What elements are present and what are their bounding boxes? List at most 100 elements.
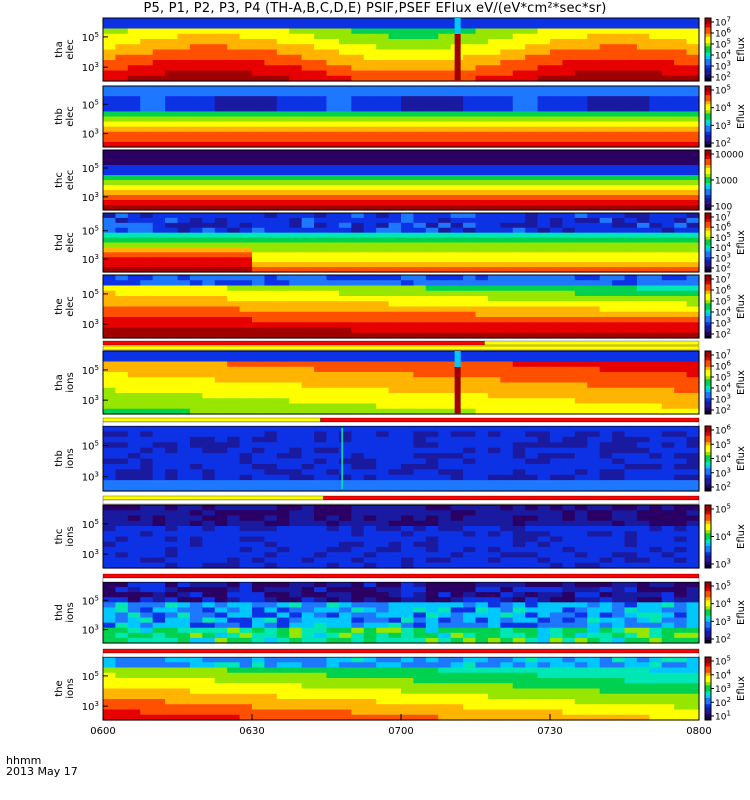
heatmap-cell xyxy=(140,247,154,253)
heatmap-cell xyxy=(103,155,117,161)
heatmap-cell xyxy=(351,536,365,543)
colorbar-cell xyxy=(705,404,711,409)
heatmap-cell xyxy=(388,526,402,532)
heatmap-cell xyxy=(686,65,700,72)
heatmap-cell xyxy=(686,101,700,107)
heatmap-cell xyxy=(599,505,613,511)
heatmap-cell xyxy=(152,275,166,281)
heatmap-cell xyxy=(227,44,241,51)
heatmap-cell xyxy=(649,23,663,30)
heatmap-cell xyxy=(376,227,390,234)
heatmap-cell xyxy=(140,426,154,433)
colorbar-cell xyxy=(705,319,711,323)
heatmap-cell xyxy=(239,280,253,287)
heatmap-cell xyxy=(127,510,141,517)
heatmap-cell xyxy=(587,195,601,201)
heatmap-cell xyxy=(289,361,303,368)
heatmap-cell xyxy=(475,185,489,191)
heatmap-cell xyxy=(463,285,477,292)
heatmap-cell xyxy=(363,217,377,224)
heatmap-cell xyxy=(252,327,266,334)
heatmap-cell xyxy=(425,387,439,394)
heatmap-cell xyxy=(239,116,253,123)
heatmap-cell xyxy=(562,101,576,107)
heatmap-cell xyxy=(686,290,700,297)
heatmap-cell xyxy=(599,361,613,368)
heatmap-cell xyxy=(401,165,415,171)
colorbar-cell xyxy=(705,520,711,525)
heatmap-cell xyxy=(574,227,588,234)
heatmap-cell xyxy=(438,136,452,143)
heatmap-cell xyxy=(177,54,191,61)
heatmap-cell xyxy=(326,106,340,113)
heatmap-cell xyxy=(140,185,154,191)
heatmap-cell xyxy=(314,155,328,161)
heatmap-cell xyxy=(388,541,402,548)
heatmap-cell xyxy=(152,18,166,24)
heatmap-cell xyxy=(438,480,452,487)
heatmap-cell xyxy=(438,562,452,569)
heatmap-cell xyxy=(661,155,675,161)
heatmap-cell xyxy=(103,510,117,517)
heatmap-cell xyxy=(103,180,117,186)
heatmap-cell xyxy=(140,408,154,415)
heatmap-cell xyxy=(264,165,278,171)
heatmap-cell xyxy=(152,285,166,292)
heatmap-cell xyxy=(239,227,253,234)
heatmap-cell xyxy=(661,582,675,588)
heatmap-cell xyxy=(574,515,588,522)
heatmap-cell xyxy=(276,232,290,239)
heatmap-cell xyxy=(252,175,266,181)
heatmap-cell xyxy=(550,217,564,224)
heatmap-cell xyxy=(338,75,352,82)
heatmap-cell xyxy=(202,175,216,181)
colorbar-cell xyxy=(705,46,711,50)
heatmap-cell xyxy=(649,301,663,308)
heatmap-cell xyxy=(152,205,166,211)
heatmap-cell xyxy=(425,227,439,234)
y-tick-label: 105 xyxy=(82,288,99,301)
heatmap-cell xyxy=(624,39,638,45)
heatmap-cell xyxy=(276,185,290,191)
heatmap-cell xyxy=(624,301,638,308)
heatmap-cell xyxy=(401,290,415,297)
heatmap-cell xyxy=(500,116,514,123)
heatmap-cell xyxy=(140,442,154,449)
heatmap-cell xyxy=(177,301,191,308)
heatmap-cell xyxy=(463,582,477,588)
heatmap-cell xyxy=(363,232,377,239)
heatmap-cell xyxy=(115,44,129,51)
heatmap-cell xyxy=(674,60,688,66)
heatmap-cell xyxy=(413,447,427,454)
heatmap-cell xyxy=(264,290,278,297)
heatmap-cell xyxy=(388,165,402,171)
heatmap-cell xyxy=(177,387,191,394)
heatmap-cell xyxy=(189,136,203,143)
heatmap-cell xyxy=(388,136,402,143)
heatmap-cell xyxy=(376,547,390,553)
heatmap-cell xyxy=(450,301,464,308)
heatmap-cell xyxy=(463,60,477,66)
heatmap-cell xyxy=(103,515,117,522)
heatmap-cell xyxy=(276,217,290,224)
heatmap-cell xyxy=(264,393,278,399)
heatmap-cell xyxy=(363,96,377,102)
heatmap-cell xyxy=(289,332,303,339)
heatmap-cell xyxy=(276,86,290,92)
colorbar-tick-label: 105 xyxy=(715,503,731,516)
heatmap-cell xyxy=(624,562,638,569)
heatmap-cell xyxy=(413,332,427,339)
heatmap-cell xyxy=(376,252,390,258)
heatmap-cell xyxy=(140,526,154,532)
heatmap-cell xyxy=(661,431,675,438)
heatmap-cell xyxy=(599,547,613,553)
heatmap-cell xyxy=(376,70,390,77)
heatmap-cell xyxy=(661,322,675,329)
heatmap-cell xyxy=(363,155,377,161)
heatmap-cell xyxy=(562,377,576,384)
heatmap-cell xyxy=(115,317,129,323)
heatmap-cell xyxy=(636,557,650,564)
heatmap-cell xyxy=(189,262,203,268)
heatmap-cell xyxy=(450,91,464,97)
heatmap-cell xyxy=(276,200,290,206)
